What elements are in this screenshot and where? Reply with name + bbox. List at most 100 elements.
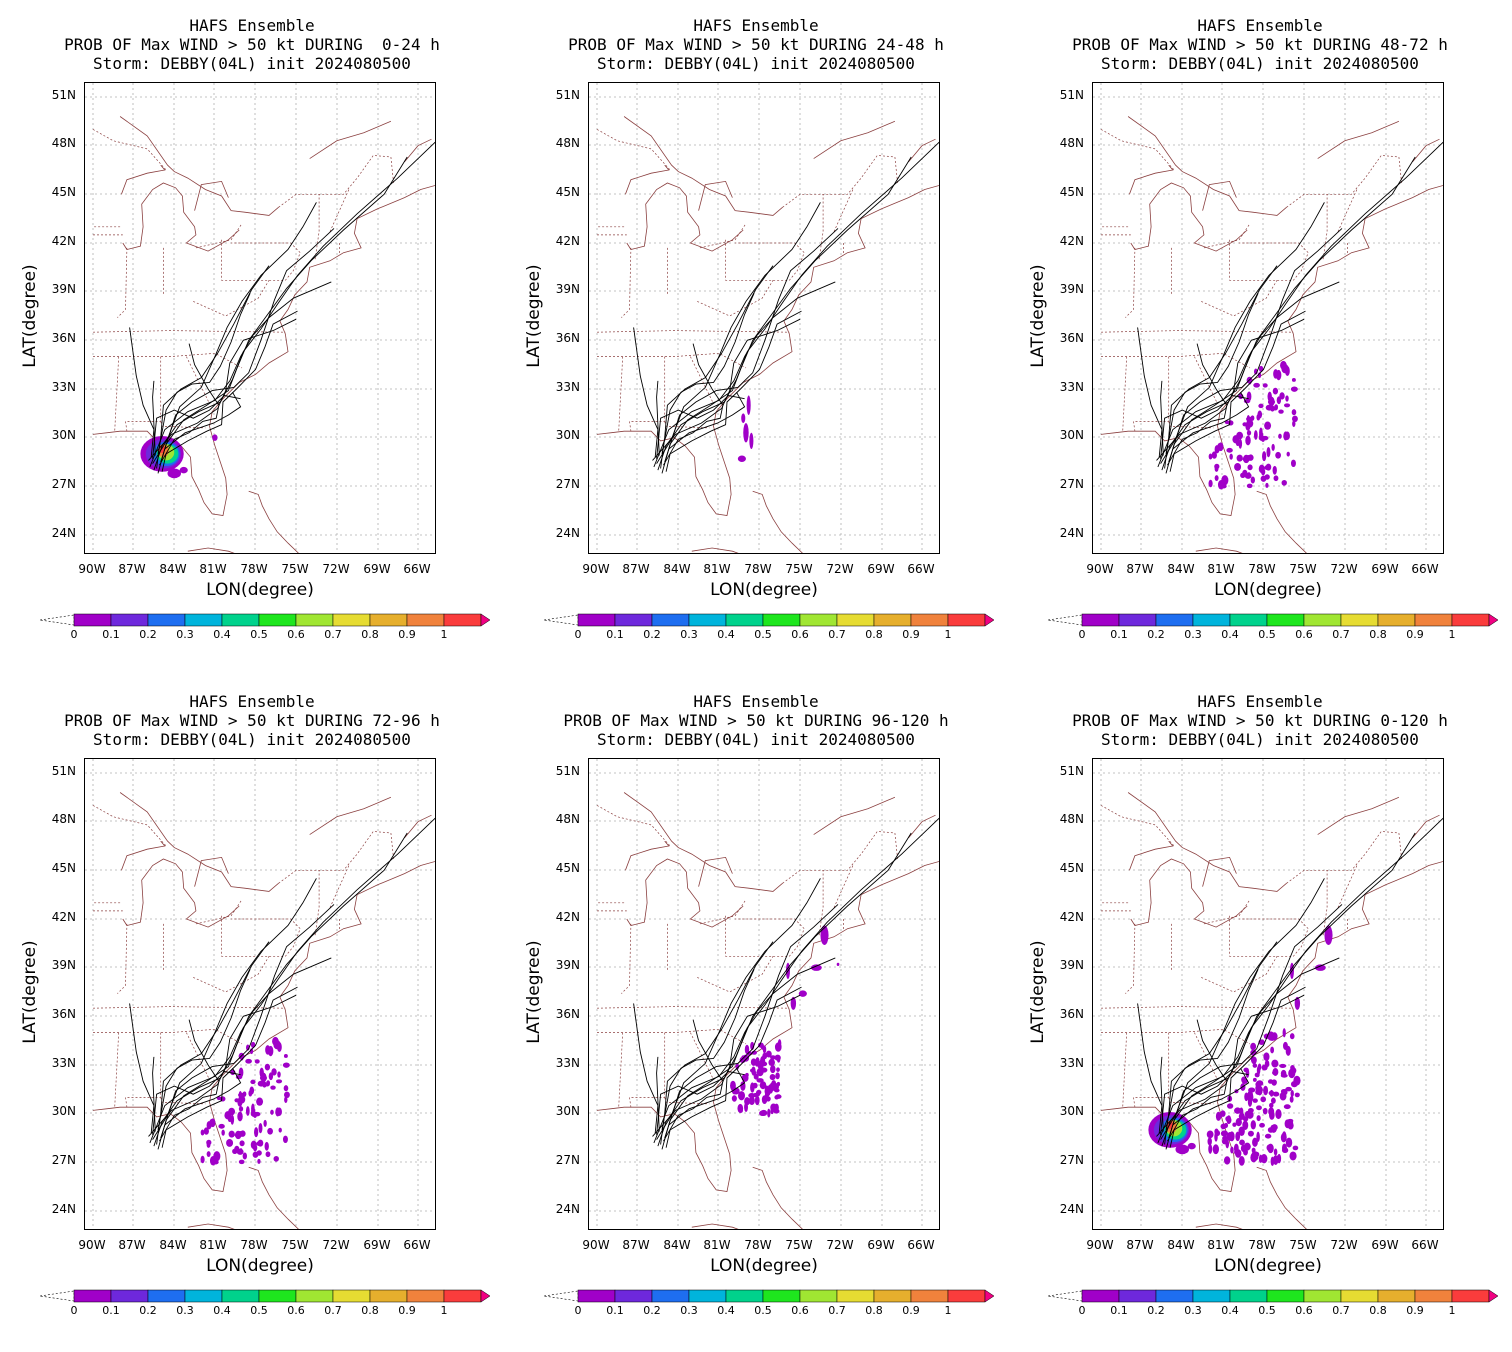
colorbar-label: 0 bbox=[574, 628, 582, 641]
state-border bbox=[1125, 923, 1136, 994]
colorbar-swatch bbox=[406, 1289, 445, 1303]
probability-shading bbox=[1238, 1112, 1245, 1120]
probability-shading bbox=[206, 1151, 211, 1157]
colorbar-swatch bbox=[443, 613, 482, 627]
colorbar bbox=[1048, 613, 1498, 627]
colorbar-label: 0.6 bbox=[287, 628, 305, 641]
coastline bbox=[1129, 840, 1174, 871]
coastline bbox=[248, 1166, 299, 1229]
coastline bbox=[1202, 180, 1237, 211]
probability-shading bbox=[270, 1085, 276, 1090]
probability-shading bbox=[218, 1123, 225, 1129]
colorbar-swatch bbox=[651, 613, 690, 627]
state-border bbox=[1194, 1032, 1218, 1080]
x-axis-label: LON(degree) bbox=[206, 580, 314, 600]
y-tick-label: 42N bbox=[1059, 910, 1084, 924]
probability-shading bbox=[740, 1081, 746, 1091]
probability-shading bbox=[1226, 1116, 1232, 1124]
state-border bbox=[725, 915, 805, 957]
probability-shading bbox=[1269, 1089, 1274, 1097]
probability-shading bbox=[262, 1081, 267, 1088]
colorbar-swatch bbox=[614, 613, 653, 627]
x-tick-label: 81W bbox=[199, 1238, 227, 1252]
y-tick-label: 27N bbox=[51, 477, 76, 491]
probability-shading bbox=[1220, 1130, 1229, 1137]
colorbar-label: 0.7 bbox=[1332, 1304, 1350, 1317]
y-tick-label: 48N bbox=[555, 812, 580, 826]
probability-shading bbox=[245, 1058, 252, 1064]
y-tick-label: 27N bbox=[1059, 477, 1084, 491]
probability-shading bbox=[235, 1130, 242, 1140]
colorbar bbox=[1048, 1289, 1498, 1303]
colorbar-label: 0.6 bbox=[1295, 1304, 1313, 1317]
coastline bbox=[187, 1223, 235, 1229]
probability-shading bbox=[1273, 1148, 1278, 1156]
panel-subtitle: PROB OF Max WIND > 50 kt DURING 72-96 h bbox=[64, 711, 440, 730]
coastline bbox=[1256, 1166, 1307, 1229]
state-border bbox=[1101, 352, 1251, 369]
x-tick-label: 69W bbox=[867, 1238, 895, 1252]
ensemble-track bbox=[157, 832, 408, 1150]
state-border bbox=[314, 870, 320, 936]
state-border bbox=[221, 239, 301, 281]
map-panel-3: HAFS Ensemble PROB OF Max WIND > 50 kt DU… bbox=[1008, 0, 1512, 676]
probability-shading bbox=[1235, 1118, 1242, 1127]
state-border bbox=[818, 194, 824, 260]
probability-shading bbox=[776, 1067, 780, 1072]
coastline bbox=[121, 164, 166, 195]
map-panel-5: HAFS Ensemble PROB OF Max WIND > 50 kt DU… bbox=[504, 676, 1008, 1352]
probability-shading bbox=[1275, 1109, 1282, 1120]
probability-shading bbox=[1272, 1067, 1279, 1076]
probability-shading bbox=[249, 1086, 255, 1095]
colorbar-swatch bbox=[1340, 1289, 1379, 1303]
probability-shading bbox=[1211, 451, 1217, 459]
y-tick-label: 48N bbox=[51, 812, 76, 826]
probability-shading bbox=[1246, 430, 1252, 436]
colorbar-swatch bbox=[762, 613, 801, 627]
state-border bbox=[160, 421, 206, 429]
ensemble-track bbox=[157, 156, 408, 474]
panel-storm-label: Storm: DEBBY(04L) init 2024080500 bbox=[93, 730, 411, 749]
state-border bbox=[1201, 280, 1278, 317]
probability-shading bbox=[250, 1041, 256, 1049]
probability-shading bbox=[1267, 1031, 1275, 1041]
colorbar-swatch bbox=[910, 1289, 949, 1303]
probability-shading bbox=[1282, 1028, 1286, 1038]
probability-shading bbox=[1288, 1068, 1296, 1079]
x-tick-label: 66W bbox=[1411, 1238, 1439, 1252]
x-tick-label: 90W bbox=[582, 562, 610, 576]
y-tick-label: 48N bbox=[51, 136, 76, 150]
colorbar-label: 0.3 bbox=[680, 1304, 698, 1317]
y-tick-label: 24N bbox=[51, 1202, 76, 1216]
x-tick-label: 90W bbox=[1086, 1238, 1114, 1252]
y-tick-label: 27N bbox=[555, 1153, 580, 1167]
panel-title: HAFS Ensemble bbox=[189, 16, 315, 35]
probability-shading bbox=[1263, 1085, 1269, 1096]
ensemble-track bbox=[665, 310, 802, 472]
probability-shading bbox=[746, 395, 751, 415]
x-tick-label: 90W bbox=[78, 562, 106, 576]
y-tick-label: 48N bbox=[555, 136, 580, 150]
colorbar-label: 0.1 bbox=[1110, 628, 1128, 641]
probability-shading bbox=[1253, 430, 1258, 440]
probability-shading bbox=[1280, 360, 1287, 370]
y-tick-label: 36N bbox=[1059, 1007, 1084, 1021]
x-tick-label: 90W bbox=[582, 1238, 610, 1252]
x-tick-label: 75W bbox=[785, 562, 813, 576]
ensemble-track bbox=[129, 1003, 155, 1134]
state-border bbox=[1203, 223, 1251, 249]
probability-shading bbox=[738, 1108, 743, 1113]
colorbar-swatch bbox=[651, 1289, 690, 1303]
probability-shading bbox=[1262, 451, 1267, 462]
probability-shading bbox=[1264, 421, 1272, 430]
y-tick-label: 33N bbox=[1059, 380, 1084, 394]
probability-shading bbox=[1236, 454, 1243, 462]
probability-shading bbox=[1283, 1104, 1291, 1110]
probability-shading bbox=[1259, 1122, 1265, 1128]
state-border bbox=[314, 194, 320, 260]
state-border bbox=[597, 1028, 747, 1045]
ensemble-track bbox=[1157, 281, 1340, 468]
coastline bbox=[625, 164, 670, 195]
state-border bbox=[1100, 1006, 1294, 1009]
probability-shading bbox=[1276, 396, 1282, 405]
